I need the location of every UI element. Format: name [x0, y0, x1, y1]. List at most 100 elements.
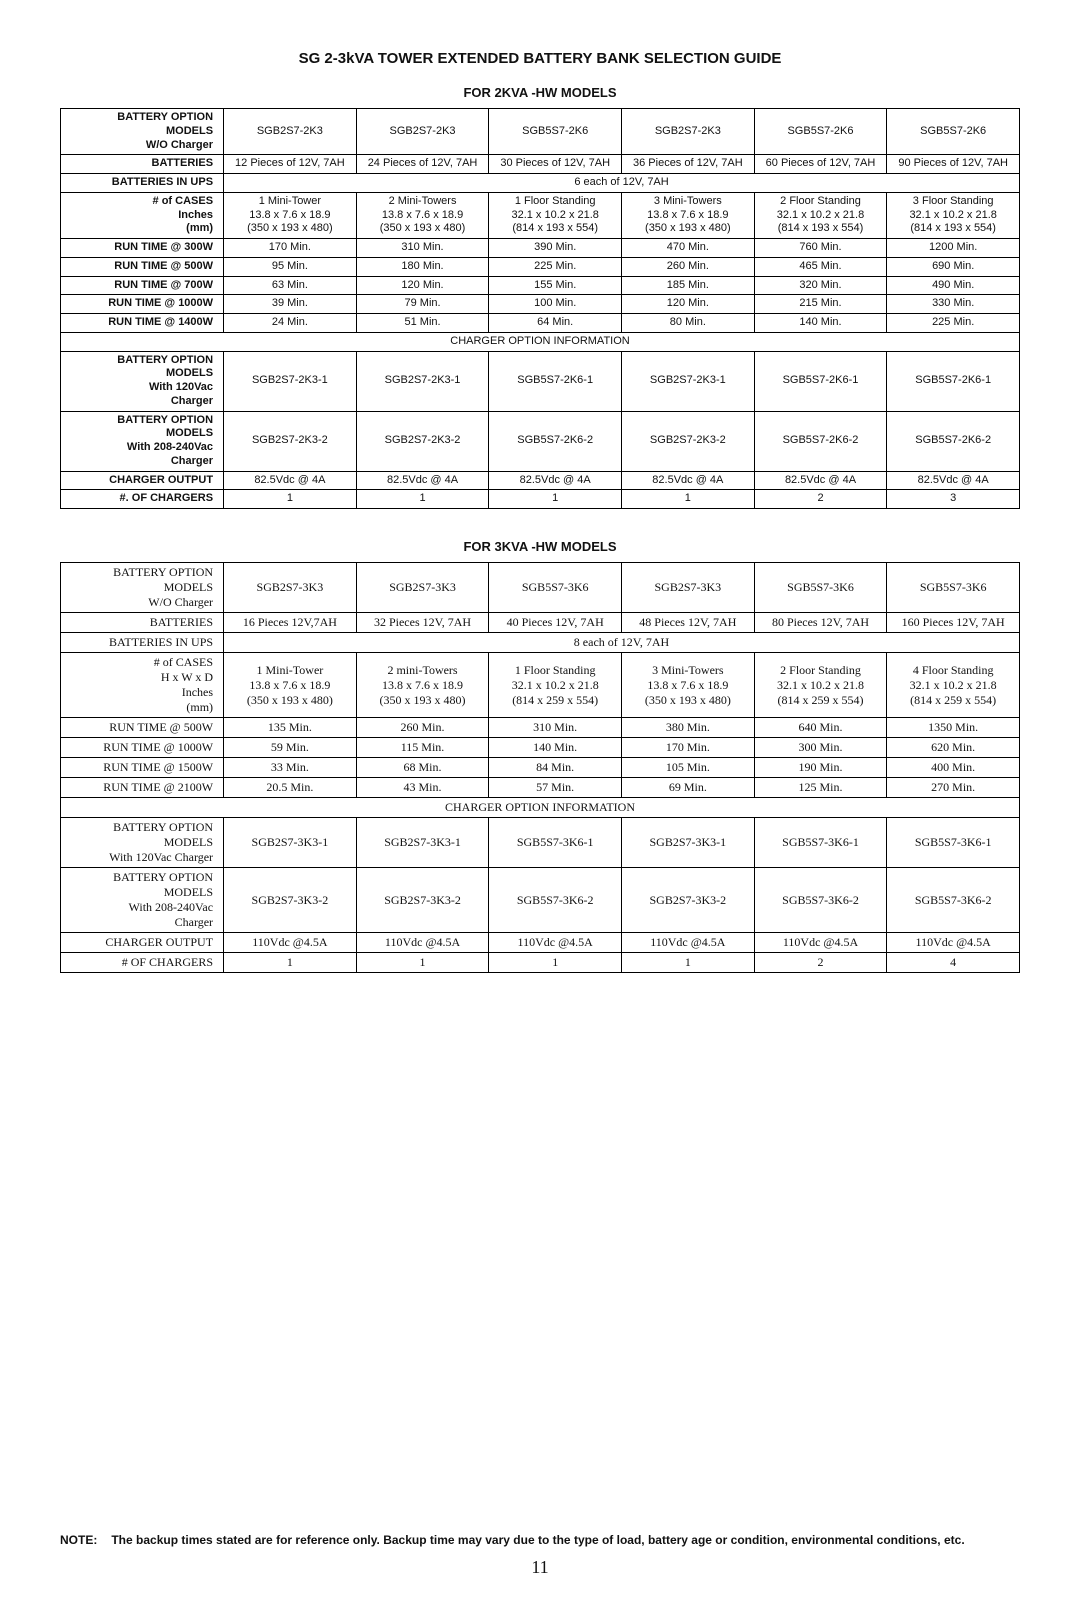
- table-cell: 39 Min.: [224, 295, 357, 314]
- table-cell: 32 Pieces 12V, 7AH: [356, 613, 489, 633]
- table-cell: RUN TIME @ 300W: [61, 239, 224, 258]
- table-cell: SGB5S7-3K6-2: [754, 868, 887, 933]
- table-cell: 64 Min.: [489, 314, 622, 333]
- table-cell: RUN TIME @ 500W: [61, 718, 224, 738]
- table-cell: CHARGER OUTPUT: [61, 471, 224, 490]
- table-cell: 470 Min.: [622, 239, 755, 258]
- table-cell: 1350 Min.: [887, 718, 1020, 738]
- table-cell: 79 Min.: [356, 295, 489, 314]
- table-3kva-body: BATTERY OPTIONMODELSW/O Charger SGB2S7-3K…: [61, 563, 1020, 973]
- table-cell: SGB5S7-3K6-1: [754, 818, 887, 868]
- page-title: SG 2-3kVA TOWER EXTENDED BATTERY BANK SE…: [60, 50, 1020, 67]
- table-cell: BATTERY OPTIONMODELSWith 208-240VacCharg…: [61, 868, 224, 933]
- table-cell: 4 Floor Standing32.1 x 10.2 x 21.8(814 x…: [887, 653, 1020, 718]
- table-cell: RUN TIME @ 1500W: [61, 758, 224, 778]
- table-cell: 260 Min.: [356, 718, 489, 738]
- table-cell: SGB2S7-3K3: [356, 563, 489, 613]
- table-cell: 170 Min.: [224, 239, 357, 258]
- table-cell: 330 Min.: [887, 295, 1020, 314]
- table-cell: 2 Floor Standing32.1 x 10.2 x 21.8(814 x…: [754, 192, 887, 238]
- table-cell: 80 Min.: [622, 314, 755, 333]
- table-2kva: BATTERY OPTIONMODELSW/O ChargerSGB2S7-2K…: [60, 108, 1020, 509]
- table-cell: SGB5S7-2K6-2: [489, 411, 622, 471]
- table-cell: 110Vdc @4.5A: [356, 933, 489, 953]
- table-cell: SGB5S7-3K6-1: [489, 818, 622, 868]
- table-cell: SGB2S7-2K3: [224, 109, 357, 155]
- section-2kva-heading: FOR 2KVA -HW MODELS: [60, 85, 1020, 100]
- table-cell: 68 Min.: [356, 758, 489, 778]
- table-cell: SGB5S7-2K6: [887, 109, 1020, 155]
- table-cell: 1: [489, 953, 622, 973]
- table-cell: CHARGER OPTION INFORMATION: [61, 798, 1020, 818]
- table-cell: 95 Min.: [224, 257, 357, 276]
- table-cell: 82.5Vdc @ 4A: [356, 471, 489, 490]
- table-cell: 380 Min.: [622, 718, 755, 738]
- table-cell: 80 Pieces 12V, 7AH: [754, 613, 887, 633]
- table-cell: 12 Pieces of 12V, 7AH: [224, 155, 357, 174]
- table-cell: 620 Min.: [887, 738, 1020, 758]
- table-cell: 490 Min.: [887, 276, 1020, 295]
- table-cell: SGB2S7-2K3-2: [356, 411, 489, 471]
- table-cell: SGB2S7-2K3-2: [224, 411, 357, 471]
- footnote: NOTE: The backup times stated are for re…: [60, 1533, 1020, 1547]
- table-cell: 180 Min.: [356, 257, 489, 276]
- table-cell: # of CASESH x W x DInches(mm): [61, 653, 224, 718]
- table-cell: 1200 Min.: [887, 239, 1020, 258]
- table-cell: BATTERY OPTIONMODELSWith 120Vac Charger: [61, 818, 224, 868]
- table-cell: 390 Min.: [489, 239, 622, 258]
- table-cell: 135 Min.: [224, 718, 357, 738]
- table-cell: 110Vdc @4.5A: [224, 933, 357, 953]
- table-cell: SGB2S7-3K3-2: [224, 868, 357, 933]
- table-cell: 90 Pieces of 12V, 7AH: [887, 155, 1020, 174]
- table-cell: 140 Min.: [489, 738, 622, 758]
- table-cell: SGB2S7-2K3-1: [224, 351, 357, 411]
- table-cell: 110Vdc @4.5A: [887, 933, 1020, 953]
- table-2kva-body: BATTERY OPTIONMODELSW/O ChargerSGB2S7-2K…: [61, 109, 1020, 509]
- table-cell: 2 Mini-Towers13.8 x 7.6 x 18.9(350 x 193…: [356, 192, 489, 238]
- table-cell: 1: [224, 490, 357, 509]
- table-cell: BATTERY OPTIONMODELSW/O Charger: [61, 109, 224, 155]
- table-cell: 155 Min.: [489, 276, 622, 295]
- table-cell: 43 Min.: [356, 778, 489, 798]
- table-cell: 465 Min.: [754, 257, 887, 276]
- table-cell: 69 Min.: [622, 778, 755, 798]
- table-cell: 36 Pieces of 12V, 7AH: [622, 155, 755, 174]
- table-cell: 100 Min.: [489, 295, 622, 314]
- table-cell: SGB2S7-2K3-2: [622, 411, 755, 471]
- table-cell: 82.5Vdc @ 4A: [754, 471, 887, 490]
- table-cell: 1: [489, 490, 622, 509]
- table-cell: SGB2S7-3K3-2: [622, 868, 755, 933]
- table-cell: 59 Min.: [224, 738, 357, 758]
- table-cell: SGB5S7-2K6: [754, 109, 887, 155]
- table-cell: RUN TIME @ 2100W: [61, 778, 224, 798]
- table-cell: 3 Floor Standing32.1 x 10.2 x 21.8(814 x…: [887, 192, 1020, 238]
- table-cell: 120 Min.: [356, 276, 489, 295]
- table-cell: 8 each of 12V, 7AH: [224, 633, 1020, 653]
- table-cell: SGB2S7-3K3: [622, 563, 755, 613]
- table-cell: 225 Min.: [887, 314, 1020, 333]
- table-cell: 400 Min.: [887, 758, 1020, 778]
- table-cell: 63 Min.: [224, 276, 357, 295]
- table-cell: CHARGER OPTION INFORMATION: [61, 332, 1020, 351]
- table-cell: 1 Floor Standing32.1 x 10.2 x 21.8(814 x…: [489, 653, 622, 718]
- table-cell: 33 Min.: [224, 758, 357, 778]
- table-cell: SGB5S7-3K6: [489, 563, 622, 613]
- table-cell: SGB5S7-2K6-1: [489, 351, 622, 411]
- table-cell: 82.5Vdc @ 4A: [224, 471, 357, 490]
- table-cell: SGB5S7-3K6: [754, 563, 887, 613]
- table-cell: RUN TIME @ 700W: [61, 276, 224, 295]
- table-cell: BATTERY OPTIONMODELSW/O Charger: [61, 563, 224, 613]
- table-cell: 225 Min.: [489, 257, 622, 276]
- table-cell: 1 Mini-Tower13.8 x 7.6 x 18.9(350 x 193 …: [224, 653, 357, 718]
- table-cell: 24 Pieces of 12V, 7AH: [356, 155, 489, 174]
- table-cell: 120 Min.: [622, 295, 755, 314]
- table-cell: 760 Min.: [754, 239, 887, 258]
- table-cell: #. OF CHARGERS: [61, 490, 224, 509]
- table-cell: 2 mini-Towers13.8 x 7.6 x 18.9(350 x 193…: [356, 653, 489, 718]
- table-cell: 1 Floor Standing32.1 x 10.2 x 21.8(814 x…: [489, 192, 622, 238]
- table-cell: 6 each of 12V, 7AH: [224, 174, 1020, 193]
- table-cell: 140 Min.: [754, 314, 887, 333]
- table-cell: SGB5S7-2K6-2: [754, 411, 887, 471]
- table-cell: SGB2S7-3K3-1: [622, 818, 755, 868]
- table-cell: 3 Mini-Towers13.8 x 7.6 x 18.9(350 x 193…: [622, 653, 755, 718]
